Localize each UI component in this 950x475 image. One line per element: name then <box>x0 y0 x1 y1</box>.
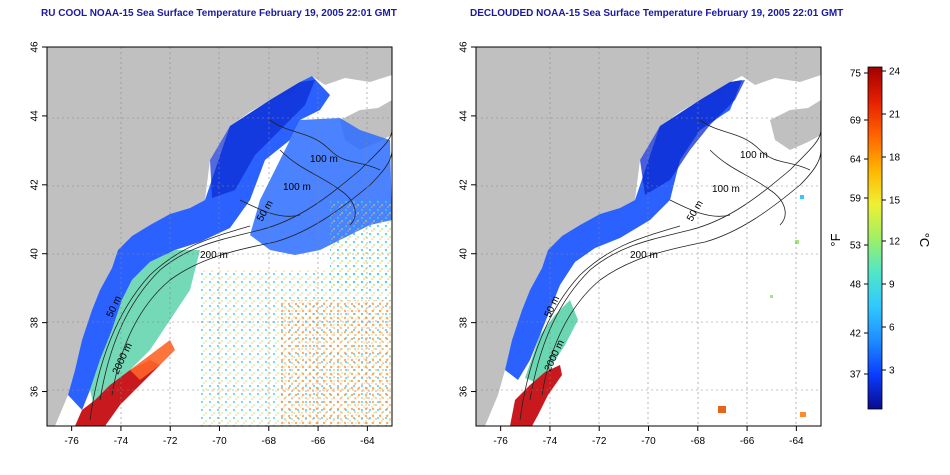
y-tick-label: 44 <box>30 110 41 122</box>
bathymetry-contours <box>519 119 821 421</box>
contour-label: 200 m <box>630 250 658 261</box>
y-tick-label: 36 <box>459 386 470 398</box>
right-map-title: DECLOUDED NOAA-15 Sea Surface Temperatur… <box>470 8 844 19</box>
x-tick-label: -64 <box>789 436 804 447</box>
fahrenheit-tick-label: 42 <box>850 329 862 340</box>
y-tick-label: 42 <box>459 179 470 191</box>
x-tick-label: -66 <box>311 436 326 447</box>
y-tick-label: 38 <box>459 317 470 329</box>
x-tick-label: -68 <box>691 436 706 447</box>
y-tick-label: 38 <box>30 317 41 329</box>
celsius-tick-label: 3 <box>889 366 895 377</box>
fahrenheit-tick-label: 59 <box>850 194 862 205</box>
x-tick-label: -72 <box>163 436 178 447</box>
fahrenheit-tick-label: 37 <box>850 370 862 381</box>
contour-label: 200 m <box>200 250 228 261</box>
x-tick-label: -70 <box>641 436 656 447</box>
y-tick-label: 40 <box>459 248 470 260</box>
y-tick-label: 46 <box>30 41 41 53</box>
contour-label: 100 m <box>283 182 311 193</box>
x-tick-label: -66 <box>740 436 755 447</box>
left-map-title: RU COOL NOAA-15 Sea Surface Temperature … <box>41 8 397 19</box>
gulf-stream-warm <box>510 365 562 426</box>
fahrenheit-tick-label: 75 <box>850 69 862 80</box>
cold-shelf-water-deep <box>210 80 315 198</box>
colorbar: 75 69 64 59 53 48 42 37 24 21 18 15 12 9 6 3 °F °C <box>828 67 932 410</box>
fahrenheit-tick-label: 69 <box>850 116 862 127</box>
land-mass <box>47 47 392 426</box>
y-tick-label: 44 <box>459 110 470 122</box>
bathymetry-contours <box>89 119 392 421</box>
colorbar-gradient <box>867 66 883 410</box>
contour-label: 100 m <box>310 154 338 165</box>
y-tick-label: 46 <box>459 41 470 53</box>
left-map-axes: -76 -74 -72 -70 -68 -66 -64 36 38 40 42 44 46 <box>30 41 375 447</box>
fahrenheit-tick-label: 48 <box>850 280 862 291</box>
x-tick-label: -64 <box>360 436 375 447</box>
celsius-unit-label: °C <box>917 233 932 248</box>
celsius-tick-label: 15 <box>889 196 901 207</box>
fahrenheit-tick-label: 53 <box>850 241 862 252</box>
cold-shelf-water <box>68 76 330 410</box>
gulf-stream-orange <box>130 340 175 380</box>
x-tick-label: -76 <box>64 436 79 447</box>
contour-label: 100 m <box>712 184 740 195</box>
y-tick-label: 40 <box>30 248 41 260</box>
x-tick-label: -72 <box>592 436 607 447</box>
right-map-panel: 100 m 100 m 50 m 200 m 50 m 2000 m -76 -7… <box>459 41 822 447</box>
y-tick-label: 36 <box>30 386 41 398</box>
land-mass <box>476 47 821 426</box>
graticule <box>476 47 821 426</box>
x-tick-label: -74 <box>114 436 129 447</box>
fahrenheit-unit-label: °F <box>828 233 843 246</box>
contour-label: 100 m <box>740 150 768 161</box>
celsius-tick-label: 24 <box>889 67 901 78</box>
celsius-tick-label: 6 <box>889 323 895 334</box>
y-tick-label: 42 <box>30 179 41 191</box>
x-tick-label: -76 <box>493 436 508 447</box>
right-map-axes: -76 -74 -72 -70 -68 -66 -64 36 38 40 42 44 46 <box>459 41 804 447</box>
celsius-tick-label: 12 <box>889 237 901 248</box>
x-tick-label: -74 <box>543 436 558 447</box>
graticule <box>47 47 392 426</box>
cold-shelf-water-deep <box>640 80 745 195</box>
celsius-tick-label: 18 <box>889 153 901 164</box>
nova-scotia-land <box>770 100 821 150</box>
left-map-panel: 100 m 100 m 50 m 200 m 50 m 2000 m -76 -7… <box>30 41 393 447</box>
x-tick-label: -70 <box>212 436 227 447</box>
fahrenheit-tick-label: 64 <box>850 155 862 166</box>
x-tick-label: -68 <box>262 436 277 447</box>
celsius-tick-label: 21 <box>889 110 901 121</box>
colorbar-ticks: 75 69 64 59 53 48 42 37 24 21 18 15 12 9 6 3 <box>850 67 901 381</box>
celsius-tick-label: 9 <box>889 280 895 291</box>
